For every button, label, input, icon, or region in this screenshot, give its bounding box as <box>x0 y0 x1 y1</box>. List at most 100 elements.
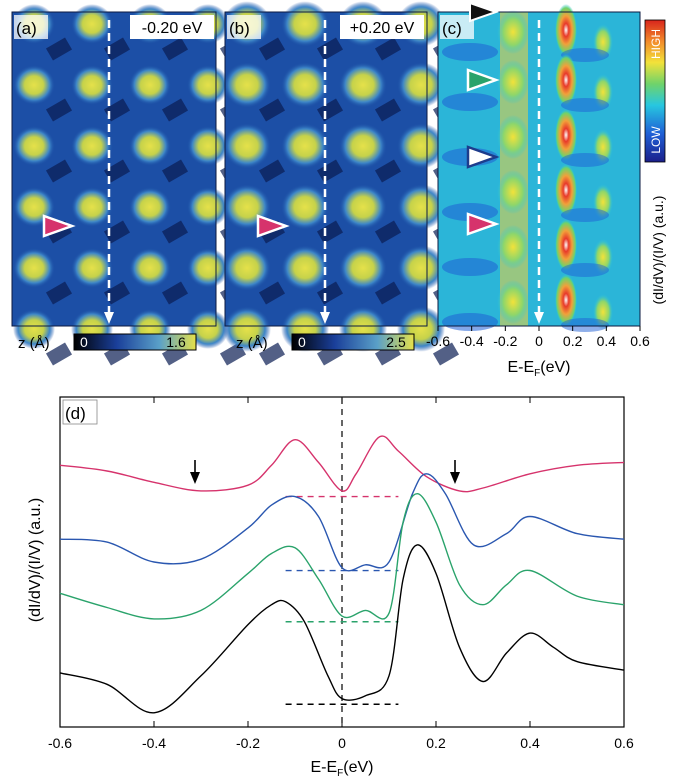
lattice-dark-spot <box>316 220 344 244</box>
panel-d-tick-label: 0.4 <box>520 735 540 751</box>
lattice-spot <box>129 187 171 227</box>
lattice-dark-spot <box>103 281 131 305</box>
lattice-spot <box>223 62 271 108</box>
panel-d-xaxis: -0.6 -0.4 -0.2 0 0.2 0.4 0.6 <box>48 397 634 751</box>
lattice-dark-spot <box>103 98 131 122</box>
panel-c-cbar-low: LOW <box>649 126 663 154</box>
map-peak <box>555 219 577 271</box>
map-peak <box>497 280 529 324</box>
panel-d-tick-label: -0.4 <box>142 735 166 751</box>
lattice-spot <box>397 245 445 291</box>
lattice-spot <box>187 248 229 288</box>
map-dip <box>561 208 609 222</box>
lattice-dark-spot <box>258 159 286 183</box>
panel-c-tick-label: 0.2 <box>563 333 583 349</box>
map-band <box>500 12 528 326</box>
marker-magenta-triangle-icon <box>466 212 500 236</box>
panel-b-marker-triangle-icon <box>256 214 290 238</box>
lattice-spot <box>281 1 329 47</box>
map-peak <box>555 109 577 161</box>
lattice-dark-spot <box>258 342 286 366</box>
map-dip <box>442 313 498 331</box>
map-dip <box>561 98 609 112</box>
lattice-dark-spot <box>374 159 402 183</box>
map-dip <box>561 263 609 277</box>
panel-a-cut-arrow-icon <box>104 312 114 324</box>
panel-c-side-label: (dI/dV)/(I/V) (a.u.) <box>650 196 666 305</box>
panel-d-tick-label: 0 <box>338 735 346 751</box>
lattice-spot <box>13 126 55 166</box>
panel-c-tick-label: 0.6 <box>630 333 650 349</box>
down-arrow-left-icon <box>190 460 200 484</box>
map-peak <box>555 4 577 56</box>
lattice-spot <box>71 248 113 288</box>
lattice-spot <box>339 184 387 230</box>
series-line <box>59 492 625 620</box>
lattice-dark-spot <box>45 281 73 305</box>
lattice-dark-spot <box>161 37 189 61</box>
map-peak <box>497 60 529 104</box>
map-dip <box>561 153 609 167</box>
lattice-spot <box>187 309 229 349</box>
lattice-dark-spot <box>316 281 344 305</box>
panel-c-xaxis: -0.6 -0.4 -0.2 0 0.2 0.4 0.6 <box>426 326 650 349</box>
map-dip <box>442 93 498 111</box>
panel-d-tick-label: 0.2 <box>426 735 446 751</box>
panel-a-marker-triangle-icon <box>42 214 76 238</box>
lattice-spot <box>281 62 329 108</box>
map-peak <box>555 164 577 216</box>
lattice-dark-spot <box>45 159 73 183</box>
map-dip <box>442 203 498 221</box>
lattice-dark-spot <box>432 342 460 366</box>
map-peak <box>497 170 529 214</box>
lattice-spot <box>223 123 271 169</box>
panel-b: (b) +0.20 eV z (Å) 0 2.5 <box>223 1 460 366</box>
lattice-spot <box>13 309 55 349</box>
lattice-spot <box>397 184 445 230</box>
lattice-spot <box>339 245 387 291</box>
panel-d-tick-label: 0.6 <box>614 735 634 751</box>
lattice-dark-spot <box>316 159 344 183</box>
panel-b-cbar-label: z (Å) <box>236 335 268 352</box>
lattice-spot <box>397 62 445 108</box>
panel-d-plot <box>59 435 625 714</box>
lattice-spot <box>187 65 229 105</box>
lattice-dark-spot <box>103 220 131 244</box>
lattice-dark-spot <box>258 281 286 305</box>
lattice-dark-spot <box>374 220 402 244</box>
lattice-spot <box>187 187 229 227</box>
map-peak <box>555 274 577 326</box>
lattice-dark-spot <box>161 98 189 122</box>
lattice-dark-spot <box>258 98 286 122</box>
panel-a-cbar-max: 1.6 <box>166 334 186 350</box>
map-dip <box>561 48 609 62</box>
map-dip <box>442 43 498 61</box>
map-peak <box>497 225 529 269</box>
lattice-dark-spot <box>103 159 131 183</box>
lattice-spot <box>13 248 55 288</box>
lattice-spot <box>223 306 271 352</box>
panel-c-xlabel: E-EF(eV) <box>507 359 570 379</box>
lattice-dark-spot <box>103 37 131 61</box>
panel-d-xlabel: E-EF(eV) <box>310 759 373 779</box>
panel-a: (a) -0.20 eV z (Å) 0 1.6 <box>11 4 247 366</box>
map-dip <box>561 318 609 332</box>
map-peak <box>497 115 529 159</box>
lattice-spot <box>71 187 113 227</box>
panel-c-tick-label: -0.4 <box>460 333 484 349</box>
panel-c-features <box>442 4 613 332</box>
lattice-dark-spot <box>374 281 402 305</box>
lattice-dark-spot <box>161 159 189 183</box>
panel-b-energy: +0.20 eV <box>350 20 415 37</box>
panel-c-colorbar <box>644 19 666 163</box>
panel-a-cbar-min: 0 <box>80 334 88 350</box>
lattice-spot <box>13 65 55 105</box>
panel-c-tick-label: -0.2 <box>493 333 517 349</box>
lattice-dark-spot <box>161 220 189 244</box>
lattice-spot <box>71 126 113 166</box>
lattice-dark-spot <box>45 37 73 61</box>
marker-open-triangle-icon <box>466 145 500 169</box>
series-line <box>59 544 625 714</box>
panel-d-tick-label: -0.2 <box>236 735 260 751</box>
